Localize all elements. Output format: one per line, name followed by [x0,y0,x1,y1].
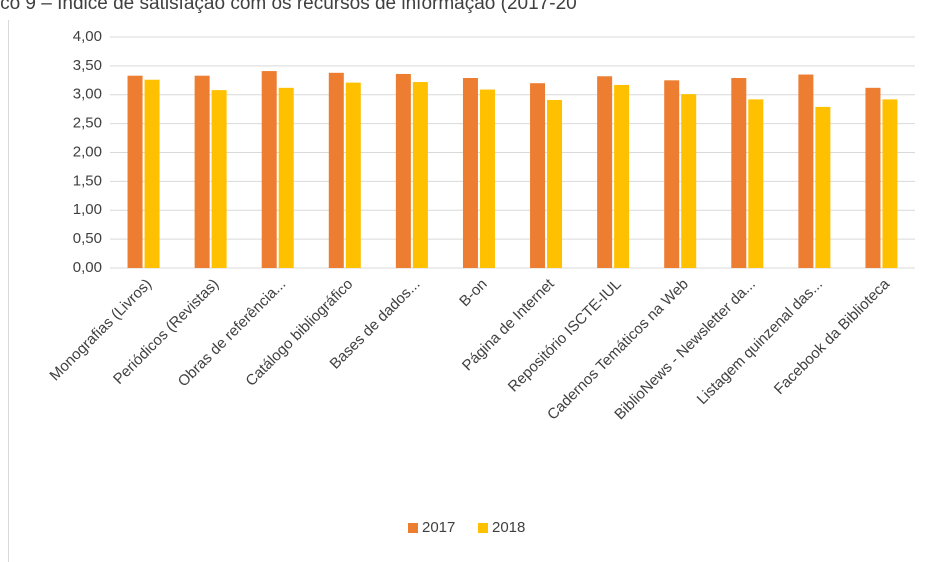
bar [798,74,814,268]
y-tick-label: 3,00 [73,86,102,103]
legend-label: 2018 [492,519,525,536]
bar [681,94,697,268]
x-tick-label: Cadernos Temáticos na Web [544,276,692,424]
bar [479,89,495,269]
bar [328,72,344,269]
bar [614,84,630,269]
bar [412,82,428,268]
bar [547,99,563,268]
bar [395,73,411,269]
bar [278,87,294,268]
legend-label: 2017 [422,519,455,536]
bar [345,82,361,268]
bar [597,76,613,269]
y-tick-label: 2,50 [73,115,102,132]
bar [144,79,160,268]
bar [261,71,277,268]
bar [194,75,210,268]
bar [462,78,478,268]
bar [211,90,227,268]
bar [530,83,546,268]
legend-swatch [408,523,418,533]
y-tick-label: 4,00 [73,28,102,45]
y-tick-label: 0,50 [73,230,102,247]
x-tick-label: B-on [456,276,490,310]
x-tick-label: BiblioNews - Newsletter da... [611,276,759,424]
bar [731,78,747,268]
y-tick-label: 1,00 [73,201,102,218]
y-tick-label: 1,50 [73,172,102,189]
x-tick-label: Repositório ISCTE-IUL [505,276,625,396]
bar [882,99,898,269]
bar [748,99,764,269]
y-tick-label: 2,00 [73,143,102,160]
bar [815,106,831,268]
y-tick-label: 3,50 [73,57,102,74]
chart-title: áfico 9 – Índice de satisfação com os re… [0,0,577,14]
x-tick-label: Listagem quinzenal das... [694,276,826,408]
bar [127,75,143,268]
y-tick-label: 0,00 [73,259,102,276]
x-tick-label: Facebook da Biblioteca [771,275,894,398]
legend-swatch [478,523,488,533]
bar [664,80,680,268]
bar [865,87,881,268]
